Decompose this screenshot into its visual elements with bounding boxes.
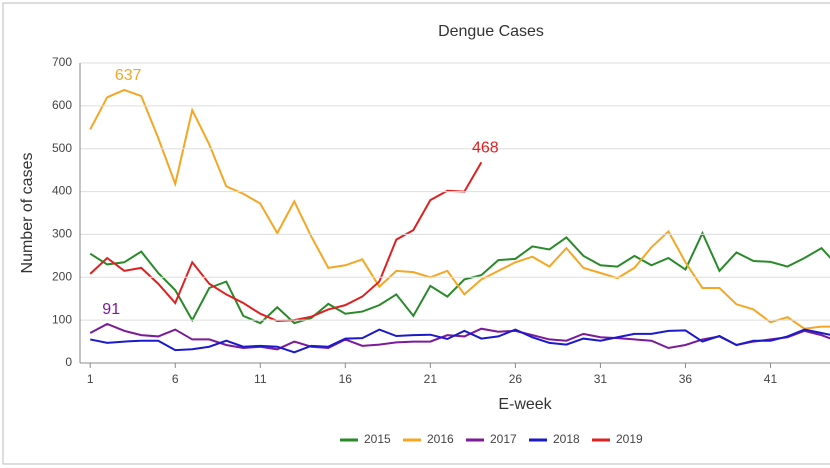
x-tick-label: 31: [594, 372, 608, 386]
series-line: [90, 328, 830, 354]
series-line: [89, 88, 830, 330]
y-tick-label: 100: [52, 312, 72, 326]
x-tick-label: 11: [254, 372, 267, 386]
y-axis-label: Number of cases: [19, 153, 36, 274]
y-tick-label: 300: [52, 227, 72, 241]
y-tick-label: 500: [52, 141, 72, 155]
x-tick-label: 21: [424, 372, 438, 386]
y-tick-label: 0: [65, 355, 72, 369]
y-tick-label: 700: [52, 55, 72, 69]
x-tick-label: 41: [764, 372, 778, 386]
x-tick-label: 6: [172, 372, 179, 386]
annotation: 468: [472, 140, 499, 157]
legend-label: 2015: [364, 432, 391, 446]
x-tick-label: 36: [679, 372, 693, 386]
annotation: 637: [115, 67, 142, 84]
y-tick-label: 400: [52, 184, 72, 198]
chart-title: Dengue Cases: [438, 23, 544, 40]
y-tick-label: 600: [52, 98, 72, 112]
legend-label: 2018: [553, 432, 580, 446]
x-axis-label: E-week: [498, 396, 552, 413]
y-tick-label: 200: [52, 269, 72, 283]
series-line: [89, 230, 830, 325]
legend-label: 2016: [427, 432, 454, 446]
x-tick-label: 26: [509, 372, 523, 386]
x-tick-label: 16: [339, 372, 353, 386]
legend-label: 2017: [490, 432, 517, 446]
legend-label: 2019: [616, 432, 643, 446]
x-tick-label: 1: [87, 372, 94, 386]
annotation: 91: [102, 301, 120, 318]
